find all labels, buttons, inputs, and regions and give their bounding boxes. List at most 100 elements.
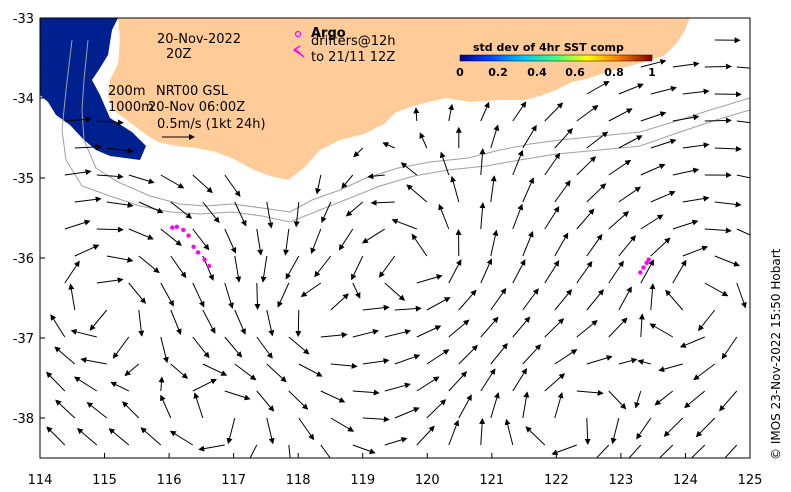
velocity-arrow [679,336,705,348]
velocity-arrow [96,173,124,180]
velocity-arrow [384,329,412,338]
velocity-arrow [672,259,687,284]
velocity-arrow [224,390,251,401]
velocity-arrow [618,286,632,311]
velocity-arrow [288,390,309,410]
velocity-arrow [640,214,664,230]
velocity-arrow [448,319,470,338]
velocity-arrow [330,293,349,311]
velocity-arrow [682,88,710,95]
velocity-arrow [704,227,732,234]
velocity-arrow [649,283,656,311]
velocity-arrow [480,316,499,338]
date-title: 20-Nov-2022 [157,32,241,47]
velocity-arrow [479,148,486,176]
velocity-arrow [170,309,182,336]
x-axis: 114 115 116 117 118 119 120 121 122 123 124 125 [28,453,762,488]
velocity-arrow [46,426,66,446]
velocity-arrow [719,390,738,412]
velocity-arrow [362,416,390,423]
depth-label-1000: 1000m [108,100,154,115]
velocity-arrow [314,255,332,278]
velocity-arrow [416,325,442,338]
velocity-arrow [704,63,732,70]
velocity-arrow [320,444,331,458]
velocity-arrow [554,349,578,365]
velocity-arrow [544,102,564,122]
velocity-arrow [724,444,738,458]
velocity-arrow [638,313,645,338]
velocity-arrow [640,59,667,68]
velocity-arrow [352,389,380,396]
velocity-arrow [254,282,261,310]
drifters-label-2: to 21/11 12Z [311,50,395,65]
velocity-arrow [439,151,450,176]
velocity-arrow [170,363,189,379]
velocity-arrow [320,390,346,403]
velocity-arrow [160,282,174,307]
y-tick-label: -36 [13,252,34,267]
velocity-arrow [110,381,130,392]
velocity-arrow [384,282,406,301]
velocity-arrow [658,363,683,373]
velocity-arrow [74,144,102,151]
velocity-arrow [256,228,264,256]
drifter-position [206,263,212,269]
velocity-arrow [80,357,107,365]
velocity-arrow [266,417,275,445]
velocity-arrow [714,255,740,267]
velocity-arrow [128,228,154,240]
velocity-arrow [260,255,268,283]
velocity-arrow [448,371,468,392]
velocity-arrow [736,228,750,236]
velocity-arrow [654,390,674,406]
velocity-arrow [682,195,710,203]
velocity-arrow [650,138,677,149]
velocity-arrow [202,363,228,376]
velocity-arrow [128,174,155,185]
velocity-arrow [96,277,124,284]
velocity-arrow [367,173,385,180]
velocity-arrow [234,255,242,283]
time-title: 20Z [166,47,192,62]
y-tick-label: -34 [13,92,34,107]
velocity-arrow [112,336,130,359]
velocity-arrow [266,201,274,229]
velocity-arrow [640,163,666,176]
velocity-arrow [193,392,204,419]
velocity-arrow [576,105,599,122]
velocity-arrow [479,418,486,446]
velocity-arrow [448,419,460,446]
velocity-arrow [608,159,632,176]
velocity-arrow [192,228,210,251]
velocity-arrow [554,180,571,203]
velocity-arrow [106,147,134,154]
velocity-arrow [704,117,732,124]
velocity-arrow [458,289,477,311]
velocity-arrow [106,201,134,208]
velocity-arrow [330,417,355,432]
drifter-legend-marker [292,45,305,58]
drifter-position [181,227,186,233]
velocity-arrow [108,428,130,446]
velocity-arrow [618,83,644,95]
velocity-arrow [352,329,379,338]
velocity-arrow [128,282,146,304]
velocity-arrow [490,287,507,311]
velocity-arrow [628,444,642,458]
velocity-arrow [608,260,624,284]
drifter-tracks [170,224,651,275]
velocity-arrow [640,111,667,122]
velocity-arrow [192,378,217,392]
drifter-position [170,225,175,230]
velocity-arrow [234,363,257,381]
velocity-arrow [256,390,275,412]
velocity-arrow [525,426,546,446]
velocity-arrow [586,289,604,311]
velocity-arrow-field [46,37,750,458]
velocity-arrow [426,399,447,419]
velocity-arrow [384,436,408,446]
velocity-arrow [68,283,76,311]
velocity-arrow [394,354,421,365]
velocity-arrow [714,145,742,152]
